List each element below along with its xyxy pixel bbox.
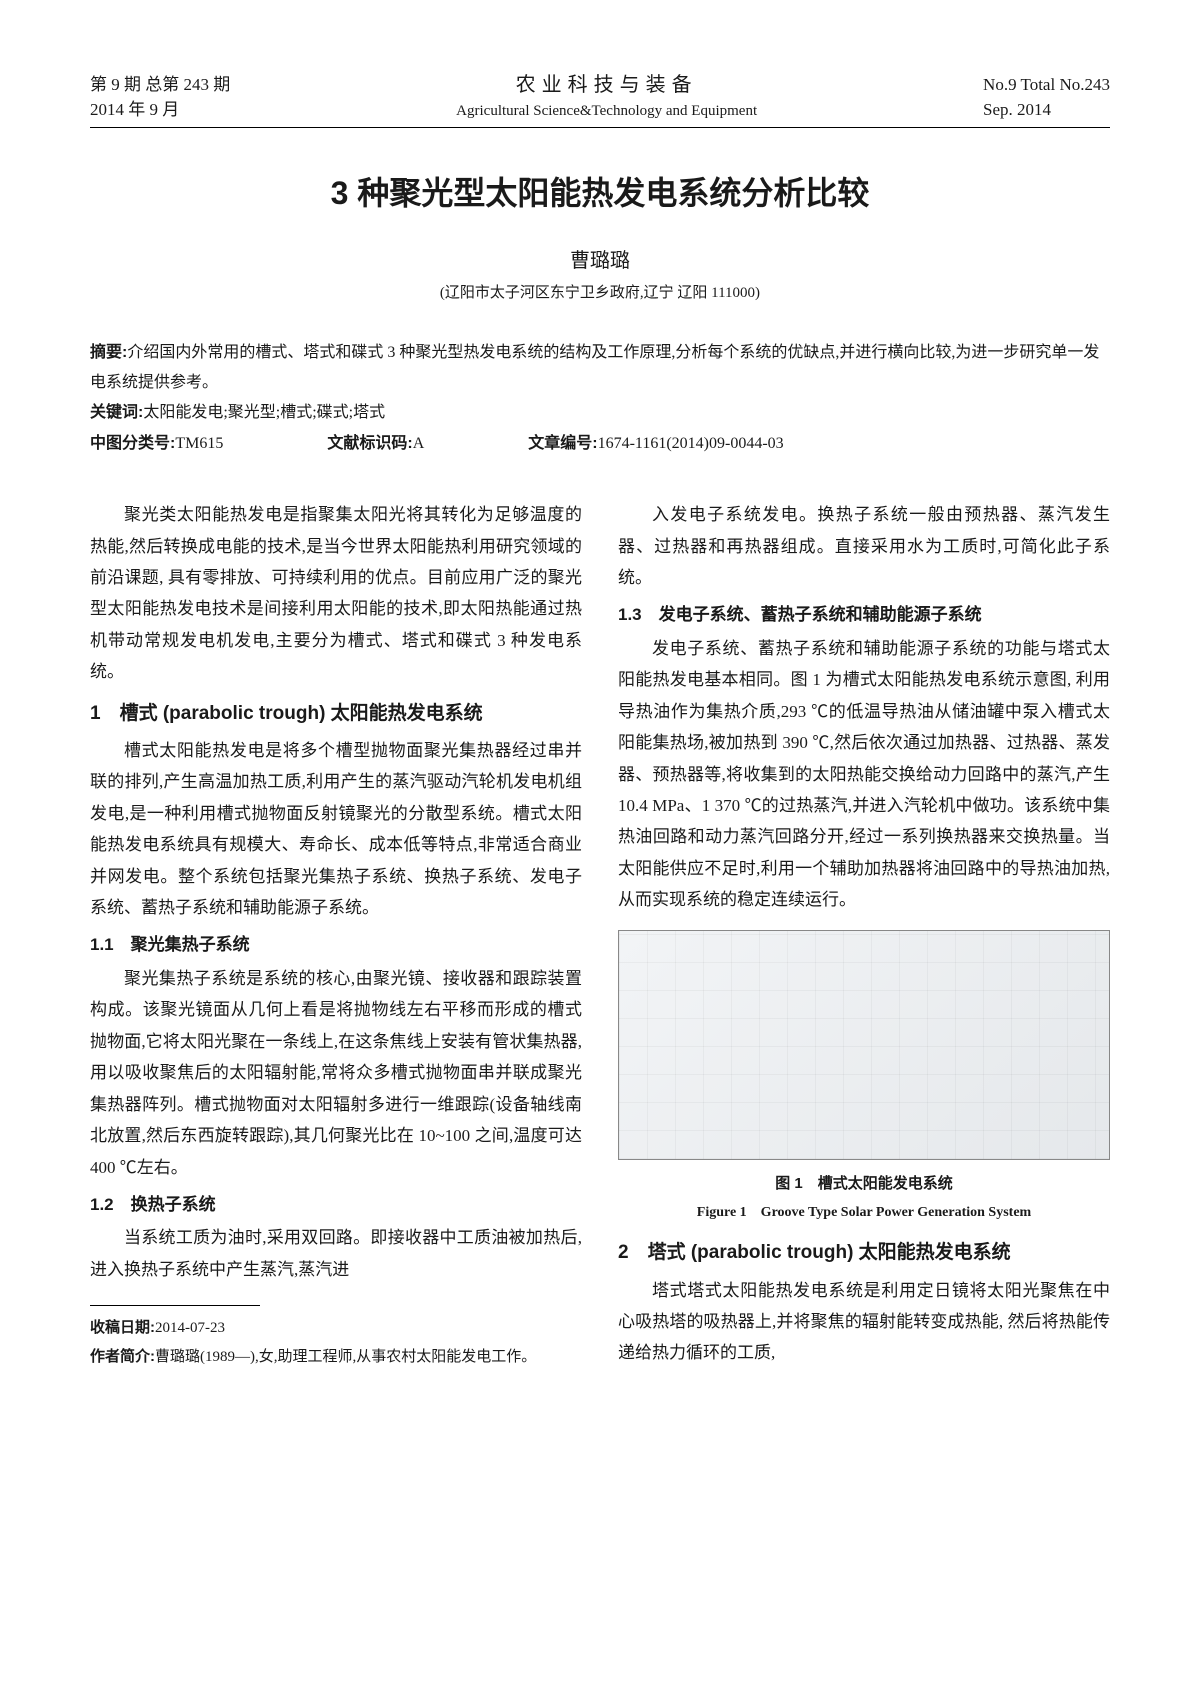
header-right: No.9 Total No.243 Sep. 2014 (983, 72, 1110, 123)
figure-1: 图 1 槽式太阳能发电系统 Figure 1 Groove Type Solar… (618, 930, 1110, 1226)
issue-en: No.9 Total No.243 (983, 72, 1110, 98)
doc-code: 文献标识码:A (327, 435, 474, 452)
date-text: 2014 年 9 月 (90, 97, 230, 123)
header-left: 第 9 期 总第 243 期 2014 年 9 月 (90, 72, 230, 123)
section-1-paragraph: 槽式太阳能热发电是将多个槽型抛物面聚光集热器经过串并联的排列,产生高温加热工质,… (90, 735, 582, 924)
journal-name-cn: 农业科技与装备 (456, 70, 757, 100)
section-1-2-paragraph: 当系统工质为油时,采用双回路。即接收器中工质油被加热后,进入换热子系统中产生蒸汽… (90, 1222, 582, 1285)
clc: 中图分类号:TM615 (90, 435, 273, 452)
abstract-label: 摘要: (90, 344, 127, 361)
keywords-line: 关键词:太阳能发电;聚光型;槽式;碟式;塔式 (90, 398, 1110, 428)
body-columns: 聚光类太阳能热发电是指聚集太阳光将其转化为足够温度的热能,然后转换成电能的技术,… (90, 499, 1110, 1371)
journal-name-en: Agricultural Science&Technology and Equi… (456, 100, 757, 123)
section-2-heading: 2 塔式 (parabolic trough) 太阳能热发电系统 (618, 1235, 1110, 1270)
section-1-1-paragraph: 聚光集热子系统是系统的核心,由聚光镜、接收器和跟踪装置构成。该聚光镜面从几何上看… (90, 963, 582, 1183)
section-1-3-paragraph: 发电子系统、蓄热子系统和辅助能源子系统的功能与塔式太阳能热发电基本相同。图 1 … (618, 633, 1110, 916)
abstract-text: 介绍国内外常用的槽式、塔式和碟式 3 种聚光型热发电系统的结构及工作原理,分析每… (90, 344, 1099, 391)
figure-1-caption-cn: 图 1 槽式太阳能发电系统 (618, 1170, 1110, 1198)
figure-1-image (618, 930, 1110, 1160)
article-title: 3 种聚光型太阳能热发电系统分析比较 (90, 168, 1110, 214)
date-en: Sep. 2014 (983, 97, 1110, 123)
figure-1-caption-en: Figure 1 Groove Type Solar Power Generat… (618, 1200, 1110, 1226)
article-no: 文章编号:1674-1161(2014)09-0044-03 (528, 435, 833, 452)
section-2-paragraph: 塔式塔式太阳能热发电系统是利用定日镜将太阳光聚焦在中心吸热塔的吸热器上,并将聚焦… (618, 1275, 1110, 1369)
section-1-1-heading: 1.1 聚光集热子系统 (90, 929, 582, 960)
abstract-line: 摘要:介绍国内外常用的槽式、塔式和碟式 3 种聚光型热发电系统的结构及工作原理,… (90, 338, 1110, 399)
section-1-3-heading: 1.3 发电子系统、蓄热子系统和辅助能源子系统 (618, 599, 1110, 630)
section-1-heading: 1 槽式 (parabolic trough) 太阳能热发电系统 (90, 696, 582, 731)
classification-line: 中图分类号:TM615 文献标识码:A 文章编号:1674-1161(2014)… (90, 429, 1110, 459)
keywords-label: 关键词: (90, 404, 143, 421)
author: 曹璐璐 (90, 244, 1110, 273)
issue-text: 第 9 期 总第 243 期 (90, 72, 230, 98)
affiliation: (辽阳市太子河区东宁卫乡政府,辽宁 辽阳 111000) (90, 281, 1110, 302)
header-center: 农业科技与装备 Agricultural Science&Technology … (456, 70, 757, 123)
author-bio: 作者简介:曹璐璐(1989—),女,助理工程师,从事农村太阳能发电工作。 (90, 1343, 582, 1372)
section-1-2-heading: 1.2 换热子系统 (90, 1189, 582, 1220)
page-header: 第 9 期 总第 243 期 2014 年 9 月 农业科技与装备 Agricu… (90, 70, 1110, 128)
footnote-separator (90, 1305, 260, 1306)
keywords-text: 太阳能发电;聚光型;槽式;碟式;塔式 (143, 404, 385, 421)
column2-continuation: 入发电子系统发电。换热子系统一般由预热器、蒸汽发生器、过热器和再热器组成。直接采… (618, 499, 1110, 593)
received-date: 收稿日期:2014-07-23 (90, 1314, 582, 1343)
intro-paragraph: 聚光类太阳能热发电是指聚集太阳光将其转化为足够温度的热能,然后转换成电能的技术,… (90, 499, 582, 688)
abstract-block: 摘要:介绍国内外常用的槽式、塔式和碟式 3 种聚光型热发电系统的结构及工作原理,… (90, 338, 1110, 460)
